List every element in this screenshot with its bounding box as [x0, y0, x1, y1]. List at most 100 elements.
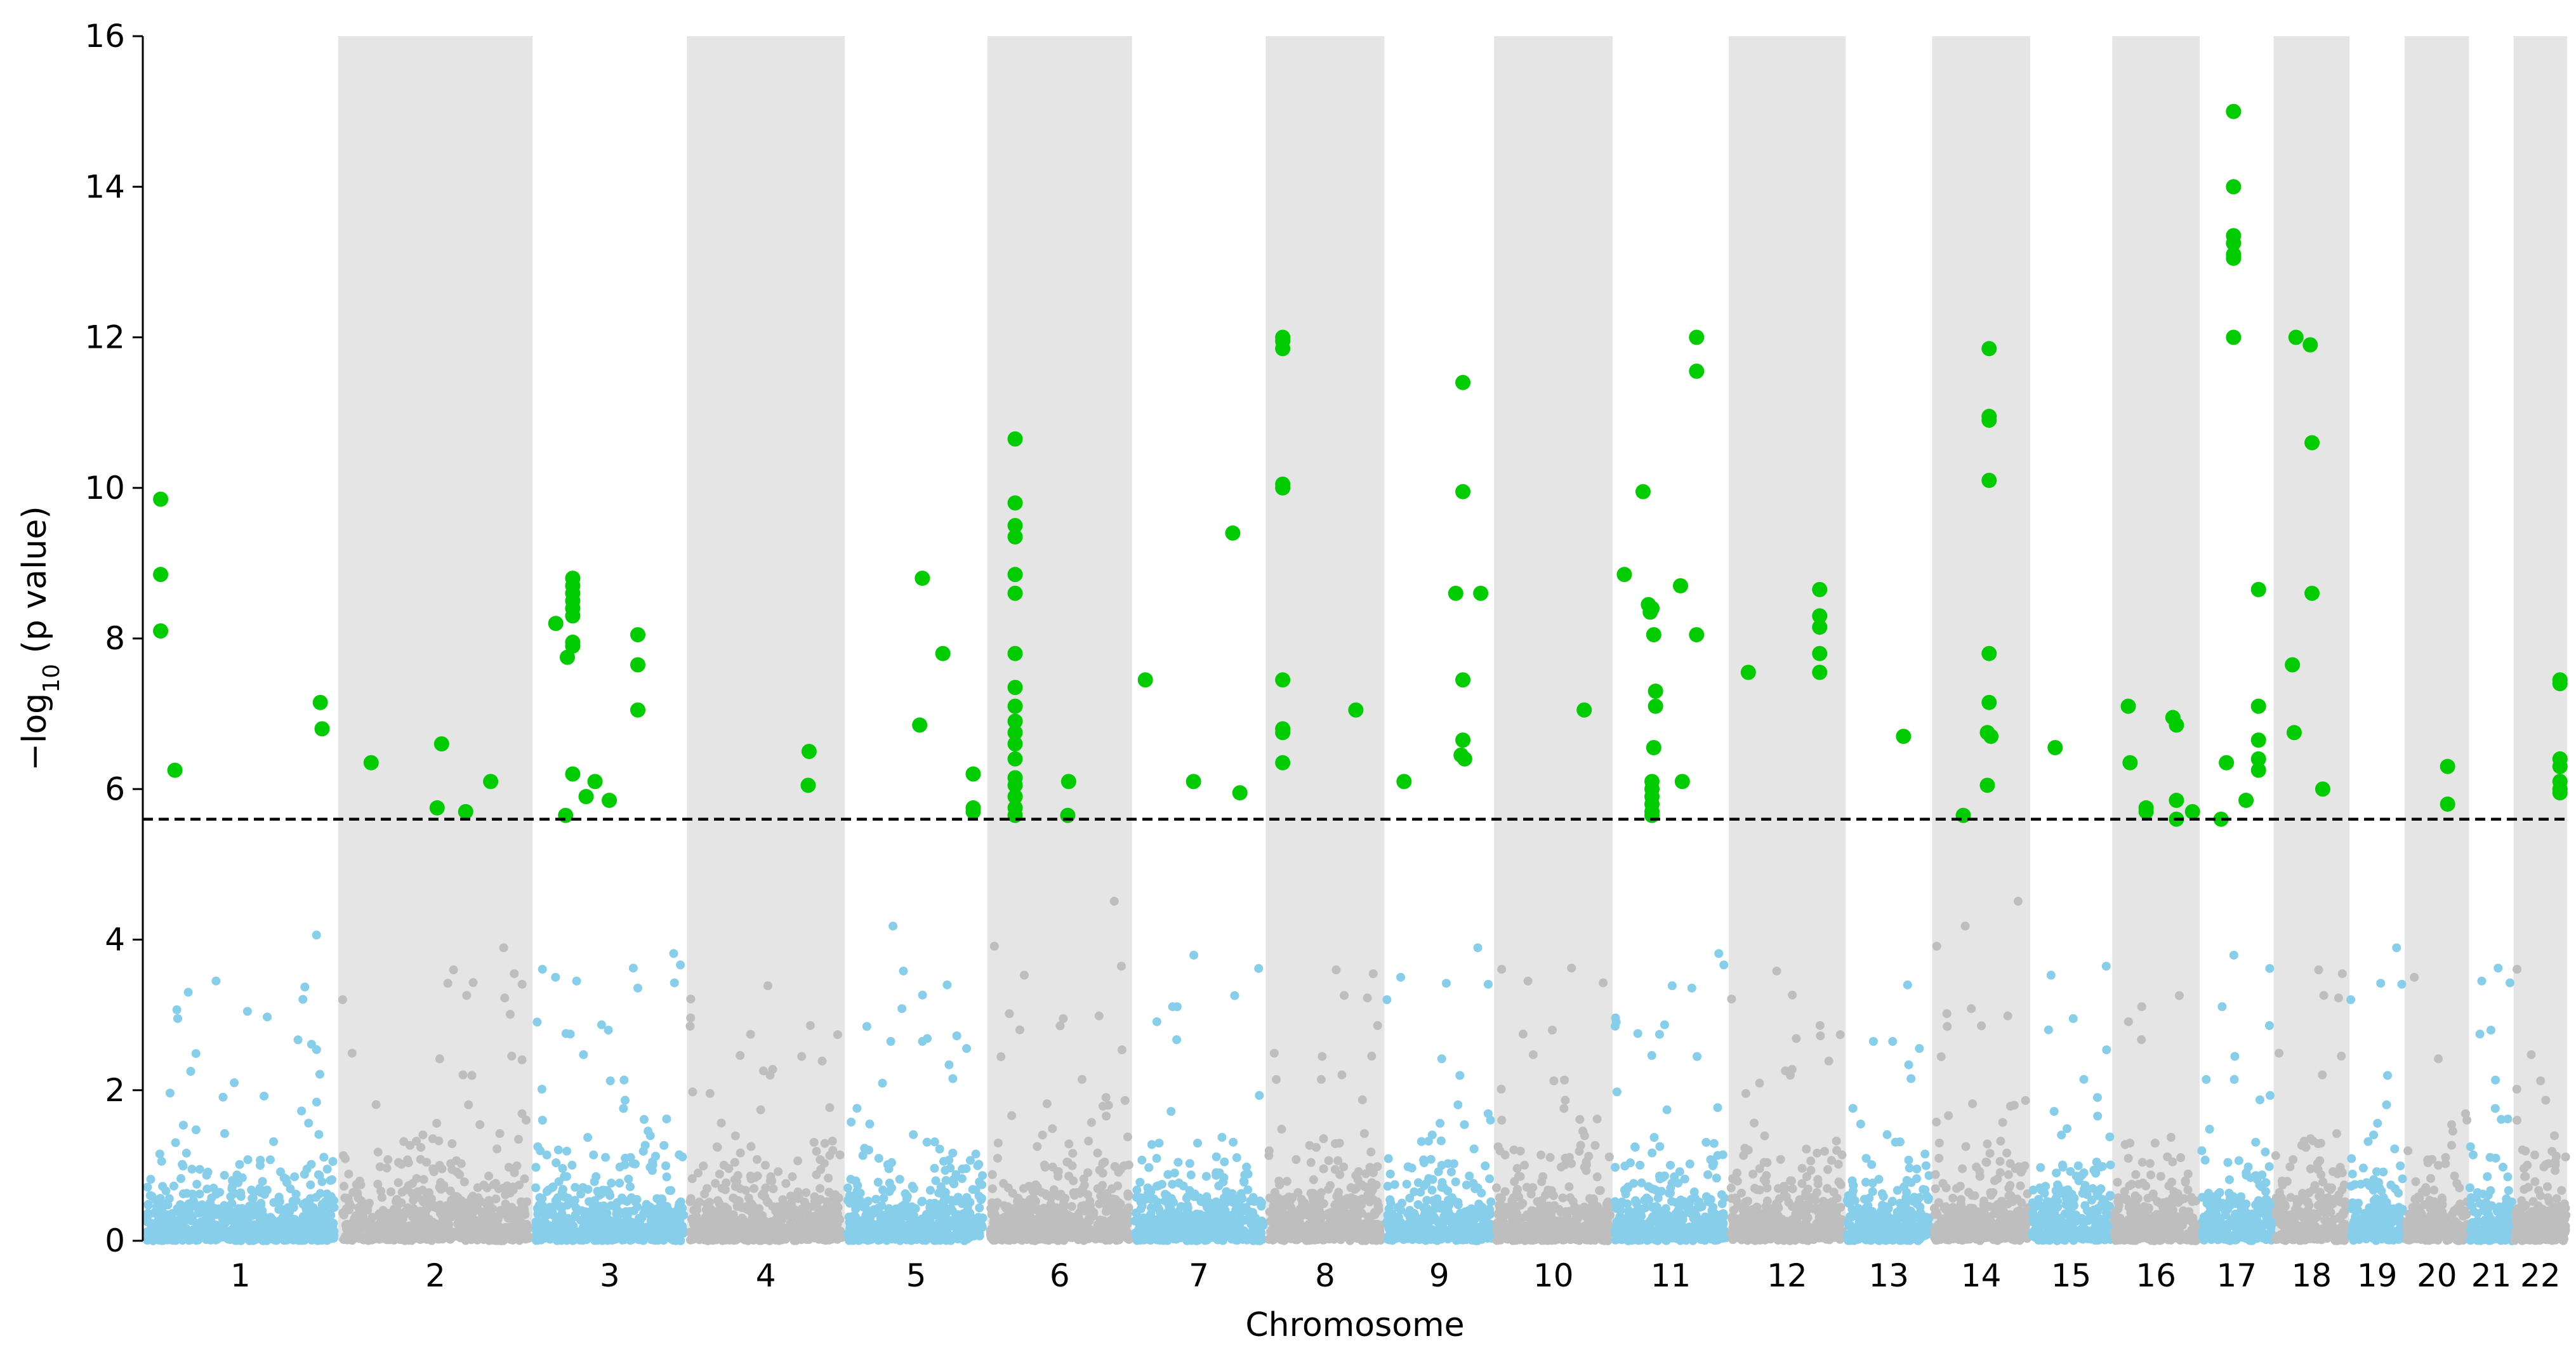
point [676, 960, 685, 970]
point [1415, 1227, 1424, 1237]
point [638, 1146, 648, 1156]
point [419, 1212, 429, 1222]
point [173, 1228, 182, 1238]
chromosome-band-14 [1932, 36, 2030, 1241]
point [1150, 1226, 1159, 1236]
point [864, 1220, 873, 1230]
point [619, 1104, 628, 1113]
point [551, 972, 560, 982]
point [299, 1222, 308, 1232]
point [935, 1144, 944, 1154]
point [482, 1229, 492, 1239]
point [567, 1160, 577, 1170]
point [291, 1189, 301, 1199]
point [312, 930, 321, 940]
point [1394, 1216, 1403, 1226]
point [255, 1226, 265, 1235]
point [260, 1092, 269, 1101]
point [142, 1234, 152, 1244]
point [418, 1225, 428, 1234]
point [1231, 1217, 1241, 1226]
point [304, 1118, 314, 1128]
point [1166, 1107, 1176, 1116]
point [409, 1196, 418, 1205]
point [306, 1212, 315, 1221]
point [1277, 1125, 1286, 1134]
point [781, 1179, 791, 1188]
point [171, 1138, 180, 1147]
point [1359, 1129, 1369, 1139]
point [1257, 1216, 1267, 1226]
point [247, 1185, 256, 1194]
point [1038, 1130, 1047, 1140]
point [432, 1118, 442, 1128]
point [853, 1226, 862, 1235]
point [918, 1196, 927, 1206]
point [615, 1162, 624, 1172]
point [1267, 1205, 1277, 1215]
point [887, 1212, 897, 1221]
point [169, 1181, 178, 1191]
point [908, 1231, 917, 1241]
point [758, 1066, 768, 1076]
point [232, 1170, 242, 1180]
point [538, 1116, 547, 1125]
point [826, 1224, 836, 1234]
point [802, 1188, 811, 1198]
point [873, 1177, 883, 1187]
point [274, 1205, 284, 1214]
point [633, 983, 643, 993]
point [1350, 1208, 1359, 1217]
point [1101, 1093, 1111, 1102]
point [1156, 1209, 1166, 1219]
point [467, 1071, 477, 1080]
point [1318, 1052, 1327, 1061]
point [315, 1171, 324, 1180]
point [179, 1217, 188, 1227]
point [517, 1055, 527, 1064]
point [620, 1095, 630, 1105]
point [499, 943, 508, 953]
point [1116, 1199, 1125, 1208]
point [484, 1220, 494, 1230]
point [1229, 1137, 1238, 1147]
point [975, 1231, 984, 1241]
point [670, 978, 679, 988]
point [143, 1182, 152, 1192]
point [1075, 1189, 1085, 1198]
point [589, 1150, 598, 1160]
point [760, 1160, 770, 1170]
point [622, 1196, 631, 1206]
point [429, 1167, 439, 1177]
point [699, 1224, 709, 1234]
point [864, 1146, 873, 1155]
point [397, 1187, 407, 1197]
point [352, 1180, 361, 1189]
point [931, 1176, 941, 1186]
point [1455, 1235, 1465, 1245]
point [524, 1232, 533, 1241]
point [604, 1026, 613, 1035]
point [1451, 1218, 1460, 1227]
point [824, 1187, 834, 1197]
point [918, 990, 927, 1000]
point [532, 1204, 542, 1213]
point [374, 1234, 384, 1243]
point [1219, 1236, 1228, 1245]
point [404, 1158, 413, 1168]
point [505, 1188, 515, 1198]
point [322, 1189, 332, 1199]
point [722, 1231, 732, 1240]
point [1193, 1139, 1203, 1148]
point [1026, 1207, 1035, 1217]
point [646, 1216, 656, 1226]
point [1152, 1154, 1161, 1163]
point [787, 1200, 796, 1210]
point [1424, 1212, 1434, 1222]
point [172, 1005, 182, 1015]
point [1220, 1157, 1229, 1167]
point [975, 1221, 985, 1231]
point [615, 1179, 624, 1188]
point [899, 966, 908, 975]
point [154, 1214, 164, 1224]
